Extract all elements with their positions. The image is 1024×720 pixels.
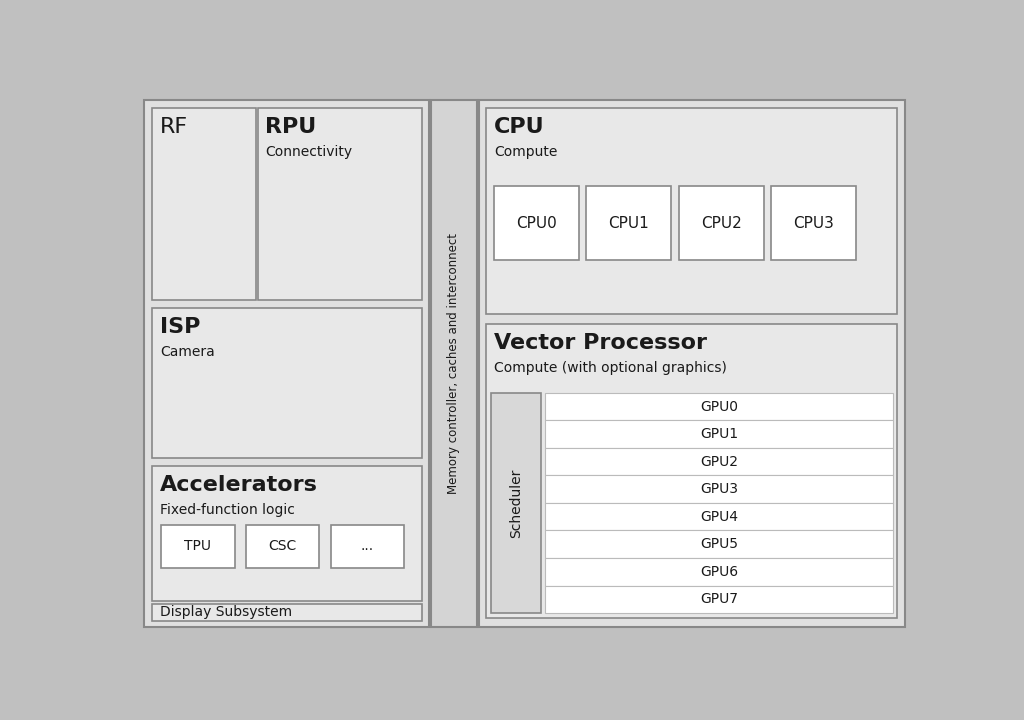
Bar — [431, 100, 477, 627]
Text: CSC: CSC — [268, 539, 297, 554]
Bar — [545, 448, 893, 475]
Bar — [153, 604, 422, 621]
Text: CPU2: CPU2 — [700, 215, 741, 230]
Bar — [486, 108, 897, 315]
Bar — [545, 531, 893, 558]
Bar — [494, 186, 579, 260]
Bar — [679, 186, 764, 260]
Bar — [162, 526, 234, 567]
Bar — [478, 100, 905, 627]
Text: Camera: Camera — [160, 345, 215, 359]
Text: GPU6: GPU6 — [699, 564, 738, 579]
Bar — [144, 100, 429, 627]
Text: GPU7: GPU7 — [699, 593, 738, 606]
Bar — [587, 186, 671, 260]
Text: ISP: ISP — [160, 318, 201, 338]
Bar — [490, 393, 541, 613]
Text: GPU3: GPU3 — [699, 482, 738, 496]
Text: Vector Processor: Vector Processor — [494, 333, 707, 353]
Bar — [545, 420, 893, 448]
Bar — [545, 585, 893, 613]
Text: Compute: Compute — [494, 145, 557, 159]
Bar — [545, 475, 893, 503]
Text: Display Subsystem: Display Subsystem — [160, 606, 292, 619]
Bar — [331, 526, 403, 567]
Text: GPU1: GPU1 — [699, 427, 738, 441]
Bar — [246, 526, 319, 567]
Bar — [486, 323, 897, 618]
Text: CPU0: CPU0 — [516, 215, 557, 230]
Bar — [153, 308, 422, 459]
Bar — [258, 108, 422, 300]
Text: GPU4: GPU4 — [699, 510, 738, 523]
Text: Compute (with optional graphics): Compute (with optional graphics) — [494, 361, 727, 374]
Text: RF: RF — [160, 117, 188, 138]
Text: Memory controller, caches and interconnect: Memory controller, caches and interconne… — [447, 233, 461, 494]
Text: Fixed-function logic: Fixed-function logic — [160, 503, 295, 517]
Bar — [545, 558, 893, 585]
Text: GPU2: GPU2 — [699, 454, 738, 469]
Text: TPU: TPU — [184, 539, 211, 554]
Text: Scheduler: Scheduler — [509, 468, 523, 538]
Bar — [545, 503, 893, 531]
Bar — [545, 393, 893, 420]
Text: GPU5: GPU5 — [699, 537, 738, 552]
Text: GPU0: GPU0 — [699, 400, 738, 413]
Bar — [153, 108, 256, 300]
Text: ...: ... — [360, 539, 374, 554]
Bar — [771, 186, 856, 260]
Text: Connectivity: Connectivity — [265, 145, 352, 159]
Text: CPU3: CPU3 — [794, 215, 834, 230]
Bar — [153, 466, 422, 600]
Text: Accelerators: Accelerators — [160, 475, 317, 495]
Text: RPU: RPU — [265, 117, 316, 138]
Text: CPU1: CPU1 — [608, 215, 649, 230]
Text: CPU: CPU — [494, 117, 545, 138]
